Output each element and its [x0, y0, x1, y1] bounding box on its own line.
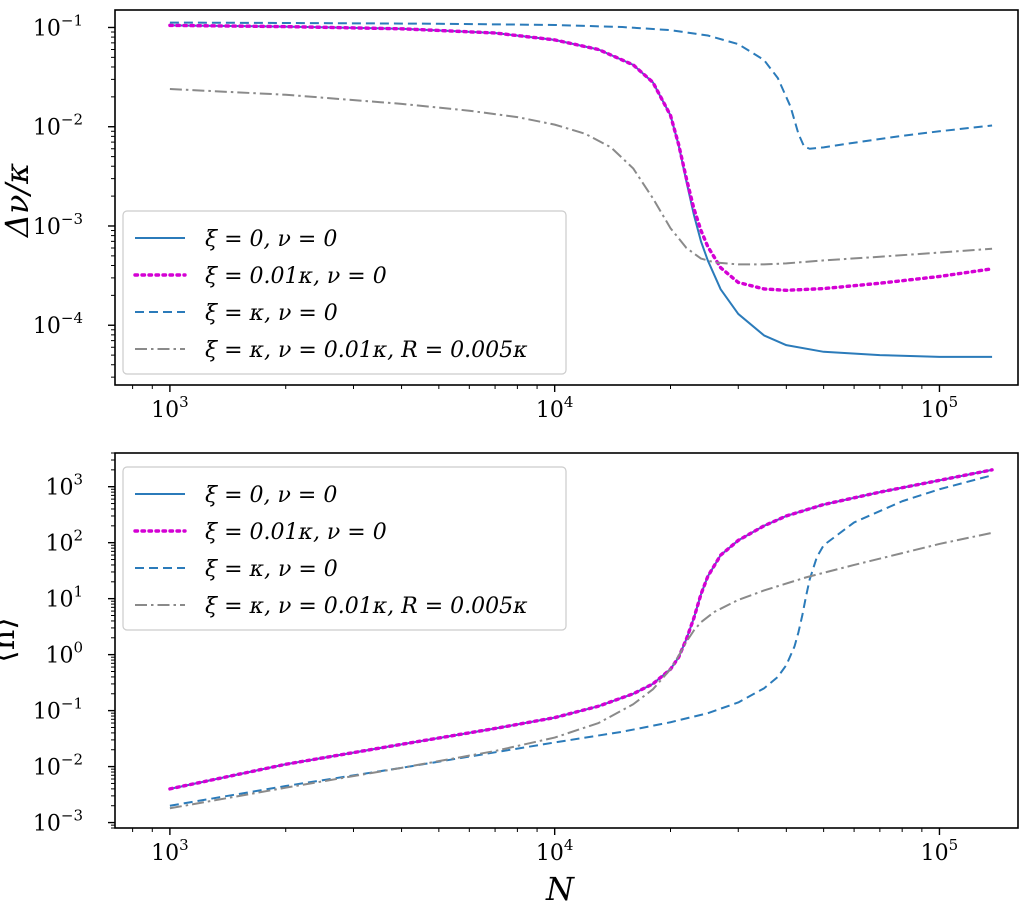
legend-frame [122, 210, 567, 375]
top-y-ticks: 10−1 10−2 10−3 10−4 [33, 11, 115, 378]
top-x-ticks: 103 104 105 [132, 385, 959, 423]
x-tick-label: 103 [151, 393, 189, 423]
y-tick-label: 101 [45, 583, 83, 613]
y-tick-label: 10−3 [33, 210, 83, 240]
y-tick-label: 10−1 [33, 11, 83, 41]
x-tick-label: 105 [921, 393, 959, 423]
legend-label-1: ξ = 0, ν = 0 [205, 227, 337, 252]
bottom-x-axis-label: N [545, 870, 575, 908]
legend-frame [122, 466, 567, 631]
legend-label-3: ξ = κ, ν = 0 [205, 557, 338, 582]
y-tick-label: 10−3 [33, 807, 83, 837]
series-line-2 [168, 468, 994, 791]
y-tick-label: 10−2 [33, 751, 83, 781]
bottom-series-group [168, 468, 994, 810]
y-tick-label: 102 [45, 527, 83, 557]
series-line-4 [169, 87, 993, 266]
top-y-axis-label: Δν/κ [0, 163, 36, 239]
bottom-legend: ξ = 0, ν = 0 ξ = 0.01κ, ν = 0 ξ = κ, ν = 0… [122, 466, 567, 631]
x-tick-label: 103 [151, 836, 189, 866]
legend-label-3: ξ = κ, ν = 0 [205, 301, 338, 326]
top-panel: 103 104 105 10−1 10−2 10−3 10−4 Δν/κ ξ = 0, ν… [0, 9, 1019, 423]
bottom-y-axis-label: ⟨n⟩ [0, 617, 22, 663]
top-plot-frame [114, 9, 1019, 386]
legend-label-2: ξ = 0.01κ, ν = 0 [205, 520, 387, 545]
x-tick-label: 104 [536, 393, 574, 423]
series-line-3 [169, 21, 993, 150]
legend-label-4: ξ = κ, ν = 0.01κ, R = 0.005κ [205, 338, 528, 363]
top-series-group [168, 21, 994, 358]
legend-label-4: ξ = κ, ν = 0.01κ, R = 0.005κ [205, 594, 528, 619]
bottom-panel: 103 104 105 103 102 101 100 10−1 10−2 10−3 ⟨n⟩ N… [0, 452, 1019, 908]
series-line-3 [169, 474, 993, 807]
bottom-y-ticks: 103 102 101 100 10−1 10−2 10−3 [33, 452, 115, 837]
legend-label-1: ξ = 0, ν = 0 [205, 483, 337, 508]
y-tick-label: 10−4 [33, 309, 83, 339]
y-tick-label: 10−2 [33, 111, 83, 141]
top-legend: ξ = 0, ν = 0 ξ = 0.01κ, ν = 0 ξ = κ, ν = 0… [122, 210, 567, 375]
x-tick-label: 105 [921, 836, 959, 866]
bottom-x-ticks: 103 104 105 [132, 828, 959, 866]
y-tick-label: 103 [45, 471, 83, 501]
y-tick-label: 100 [45, 639, 83, 669]
y-tick-label: 10−1 [33, 695, 83, 725]
legend-label-2: ξ = 0.01κ, ν = 0 [205, 264, 387, 289]
bottom-plot-frame [114, 452, 1019, 829]
x-tick-label: 104 [536, 836, 574, 866]
series-line-2 [168, 23, 994, 292]
